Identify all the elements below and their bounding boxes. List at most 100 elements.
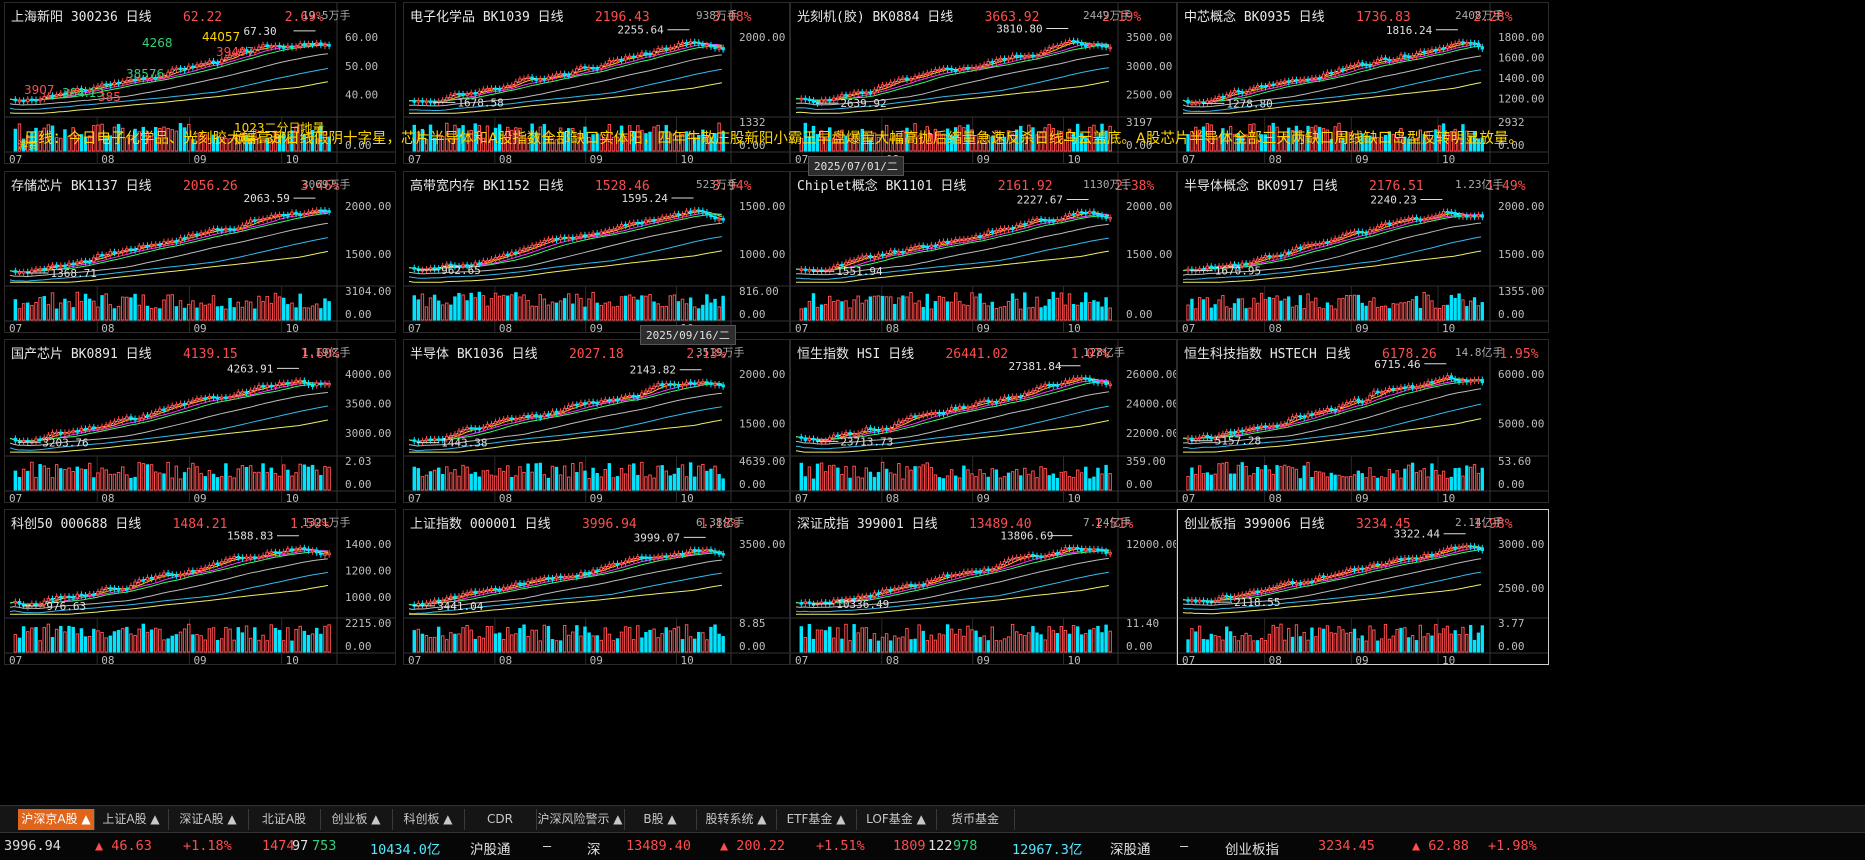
market-tab[interactable]: ETF基金 ▲ <box>776 809 857 830</box>
volume-bar <box>836 299 840 321</box>
candle <box>445 97 449 101</box>
volume-bar <box>1348 132 1353 152</box>
market-tab[interactable]: 股转系统 ▲ <box>696 809 777 830</box>
candle <box>1434 215 1438 218</box>
market-tab[interactable]: 北证A股 <box>248 809 321 830</box>
volume-bar <box>1027 307 1031 321</box>
volume-bar <box>970 473 974 491</box>
market-tab[interactable]: LOF基金 ▲ <box>856 809 937 830</box>
chart-panel[interactable]: 2000.00 1500.00 3104.00 0.00 07 08 09 10 2063.59… <box>4 171 396 333</box>
market-tab[interactable]: 沪深京A股 ▲ <box>18 809 95 830</box>
sgt-label[interactable]: 深股通 <box>1110 842 1151 858</box>
volume-bar <box>1449 476 1453 491</box>
high-marker: 27381.84 <box>1008 360 1061 373</box>
candle <box>1341 404 1345 408</box>
volume-bar <box>1209 633 1213 653</box>
candle <box>1197 268 1202 271</box>
market-tab[interactable]: 上证A股 ▲ <box>94 809 169 830</box>
candle <box>880 84 885 88</box>
candle <box>1306 243 1310 247</box>
market-tab[interactable]: 货币基金 <box>936 809 1015 830</box>
market-tab[interactable]: 深证A股 ▲ <box>168 809 249 830</box>
candle <box>265 217 269 220</box>
volume-bar <box>697 465 701 491</box>
candle <box>269 45 274 49</box>
volume-bar <box>705 470 709 491</box>
chart-panel[interactable]: 2000.00 1500.00 4639.00 0.00 07 08 09 10 2143.82… <box>403 339 790 503</box>
candle <box>872 89 877 93</box>
candle <box>970 405 974 409</box>
candle <box>137 245 141 251</box>
month-label: 07 <box>9 492 22 503</box>
panel-period: 日线 <box>537 179 564 194</box>
candle <box>149 576 154 580</box>
candle <box>1337 68 1341 73</box>
market-tab[interactable]: 创业板 ▲ <box>320 809 393 830</box>
volume-bar <box>465 300 469 321</box>
chart-panel[interactable]: 1500.001000.00816.000.00070809101595.249… <box>403 171 790 333</box>
volume-bar <box>1453 297 1457 321</box>
volume-bar <box>1088 629 1092 653</box>
volume-bar <box>461 464 465 491</box>
candle <box>668 383 673 386</box>
volume-bar <box>534 629 538 653</box>
chart-panel[interactable]: 3000.00 2500.00 3.77 0.00 07 08 09 10 3322.44 211… <box>1177 509 1549 665</box>
chart-panel[interactable]: 2000.00 1500.00 1355.00 0.00 07 08 09 10 2240.23… <box>1177 171 1549 333</box>
label-44057: 44057 <box>202 30 241 44</box>
volume-tick-label: 3197 <box>1126 116 1153 129</box>
candle <box>697 209 701 213</box>
chart-panel[interactable]: 1800.00 1600.00 1400.00 1200.00 2932 0.00 07 08… <box>1177 2 1549 164</box>
high-marker: 3810.80 <box>996 23 1042 36</box>
volume-bar <box>872 132 877 152</box>
candle <box>941 574 946 578</box>
candle <box>1075 547 1080 550</box>
panel-code: 399001 <box>856 517 904 532</box>
chart-panel[interactable]: 3500.00 8.85 0.00 07 08 09 10 3999.07 3441.04 上证指… <box>403 509 790 665</box>
candle <box>286 382 290 385</box>
volume-bar <box>815 463 820 491</box>
volume-tick-label: 3104.00 <box>345 285 391 298</box>
volume-bar <box>852 299 856 321</box>
chart-panel[interactable]: 3500.003000.002500.0031970.0007080910381… <box>790 2 1177 164</box>
moving-average-line <box>9 67 328 111</box>
candle <box>587 234 591 237</box>
panel-volume: 14.8亿手 <box>1455 346 1504 359</box>
chart-panel[interactable]: 1400.00 1200.00 1000.00 2215.00 0.00 07 08 09 10… <box>4 509 396 665</box>
candle <box>240 391 245 394</box>
hgt-label[interactable]: 沪股通 <box>470 842 511 858</box>
market-tab[interactable]: 科创板 ▲ <box>392 809 465 830</box>
candlestick-chart: 1500.001000.00816.000.00070809101595.249… <box>404 172 789 332</box>
candle <box>277 44 282 48</box>
volume-bar <box>416 628 421 653</box>
candle <box>925 580 929 586</box>
low-marker: 3203.76 <box>42 436 88 449</box>
volume-bar <box>1006 130 1011 152</box>
chart-panel[interactable]: 4000.00 3500.00 3000.00 2.03 0.00 07 08 09 10 426… <box>4 339 396 503</box>
candle <box>232 228 236 232</box>
volume-bar <box>149 308 154 321</box>
label-turnover: 换手: 38% <box>234 132 293 146</box>
candle <box>1240 91 1244 94</box>
panel-title: 科创50 000688 日线 1484.21 1.50% <box>11 513 329 532</box>
volume-bar <box>1368 300 1372 321</box>
volume-bar <box>587 136 591 152</box>
volume-bar <box>141 623 146 653</box>
market-tab[interactable]: B股 ▲ <box>624 809 697 830</box>
chart-panel[interactable]: 2000.00 1500.00 0.00 07 08 09 10 2227.67 1551.94… <box>790 171 1177 333</box>
volume-bar <box>501 294 506 321</box>
low-marker: 1670.95 <box>1215 265 1261 278</box>
market-tab[interactable]: CDR <box>464 809 537 830</box>
chart-panel[interactable]: 6000.00 5000.00 53.60 0.00 07 08 09 10 6715.46 51… <box>1177 339 1549 503</box>
chart-panel[interactable]: 60.00 50.00 40.00 0.00 07 08 09 10 67.30 上海新阳 300… <box>4 2 396 164</box>
volume-bar <box>688 297 693 321</box>
panel-volume: 3069万手 <box>302 178 351 191</box>
volume-bar <box>108 635 113 653</box>
chart-panel[interactable]: 12000.00 11.40 0.00 07 08 09 10 13806.69 10336.4… <box>790 509 1177 665</box>
chart-panel[interactable]: 26000.00 24000.00 22000.00 359.00 0.00 07 08 09… <box>790 339 1177 503</box>
volume-bar <box>436 467 441 491</box>
volume-bar <box>1314 636 1318 653</box>
volume-bar <box>445 466 449 491</box>
market-tab[interactable]: 沪深风险警示 ▲ <box>536 809 625 830</box>
volume-bar <box>187 623 191 653</box>
chart-panel[interactable]: 2000.00 1332 0.00 07 08 09 10 2255.64 1678.58 电子化… <box>403 2 790 164</box>
